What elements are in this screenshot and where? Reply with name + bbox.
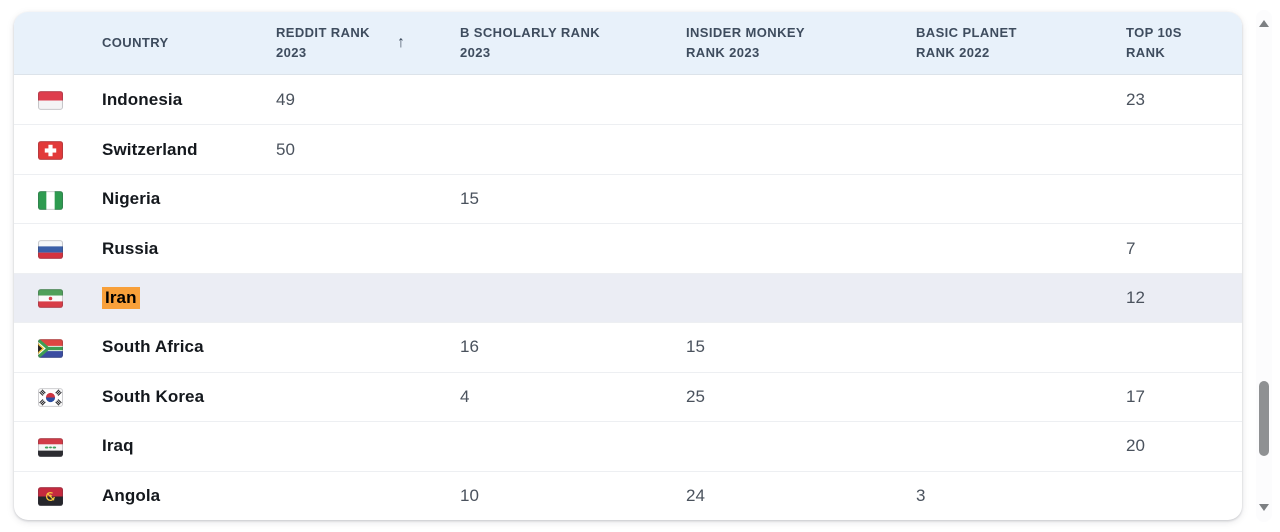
column-header-b_scholarly[interactable]: B SCHOLARLY RANK 2023 [460,23,686,63]
column-header-label: REDDIT RANK 2023 [276,24,370,60]
flag-south-africa-icon [38,337,102,358]
country-name-cell: Iran [102,286,276,309]
scroll-down-button[interactable] [1256,500,1272,514]
vertical-scrollbar[interactable] [1256,10,1272,522]
column-header-label: COUNTRY [102,34,169,50]
country-name: South Africa [102,337,204,357]
table-row-indonesia[interactable]: Indonesia 49 23 [14,75,1242,124]
country-name: Russia [102,238,159,258]
cell-insider_monkey: 25 [686,386,705,406]
country-name-cell: South Korea [102,387,276,407]
table-row-nigeria[interactable]: Nigeria 15 [14,173,1242,223]
flag-russia-icon [38,238,102,259]
cell-b_scholarly: 15 [460,189,479,209]
country-name: Iraq [102,436,134,456]
cell-insider_monkey: 15 [686,337,705,357]
country-name-cell: Switzerland [102,140,276,160]
sort-ascending-icon: ↑ [397,33,406,51]
flag-switzerland-icon [38,139,102,161]
cell-reddit: 49 [276,89,295,109]
cell-b_scholarly: 4 [460,386,470,406]
flag-south-korea-icon [38,386,102,408]
column-header-label: TOP 10S RANK [1126,24,1182,60]
table-row-russia[interactable]: Russia 7 [14,223,1242,272]
flag-iran-icon [38,287,102,309]
column-header-basic_planet[interactable]: BASIC PLANET RANK 2022 [916,23,1126,63]
cell-b_scholarly: 16 [460,337,479,357]
flag-angola-icon [38,485,102,507]
table-row-iran[interactable]: Iran 12 [14,272,1242,323]
table-header-row: COUNTRY REDDIT RANK 2023 ↑ B SCHOLARLY RANK… [14,12,1242,75]
flag-nigeria-icon [38,189,102,210]
country-name: Nigeria [102,189,161,209]
table-row-south-korea[interactable]: South Korea 4 25 17 [14,371,1242,421]
cell-top_10s: 7 [1126,238,1136,258]
country-name-cell: Nigeria [102,189,276,209]
cell-top_10s: 17 [1126,386,1145,406]
country-name: South Korea [102,386,205,406]
country-name-cell: Iraq [102,436,276,456]
cell-top_10s: 23 [1126,89,1145,109]
cell-basic_planet: 3 [916,485,926,505]
scrollbar-thumb[interactable] [1259,381,1269,456]
column-header-country[interactable]: COUNTRY [102,33,276,53]
cell-b_scholarly: 10 [460,485,479,505]
table-row-iraq[interactable]: Iraq 20 [14,421,1242,470]
column-header-label: BASIC PLANET RANK 2022 [916,24,1017,60]
column-header-top_10s[interactable]: TOP 10S RANK [1126,23,1242,63]
country-name-cell: South Africa [102,337,276,357]
scroll-up-button[interactable] [1256,16,1272,30]
country-name-highlighted: Iran [102,286,140,309]
cell-top_10s: 20 [1126,436,1145,456]
country-name: Indonesia [102,89,183,109]
country-rankings-table: COUNTRY REDDIT RANK 2023 ↑ B SCHOLARLY RANK… [14,12,1242,520]
table-row-angola[interactable]: Angola 10 24 3 [14,470,1242,520]
scroll-up-icon [1259,19,1269,27]
table-row-south-africa[interactable]: South Africa 16 15 [14,322,1242,371]
cell-top_10s: 12 [1126,287,1145,307]
country-name-cell: Russia [102,239,276,259]
country-name: Angola [102,485,161,505]
cell-reddit: 50 [276,139,295,159]
country-name-cell: Angola [102,486,276,506]
column-header-reddit[interactable]: REDDIT RANK 2023 ↑ [276,23,460,63]
country-name: Switzerland [102,139,198,159]
column-header-label: B SCHOLARLY RANK 2023 [460,24,601,60]
column-header-label: INSIDER MONKEY RANK 2023 [686,24,805,60]
country-name-cell: Indonesia [102,90,276,110]
flag-iraq-icon [38,436,102,457]
cell-insider_monkey: 24 [686,485,705,505]
table-row-switzerland[interactable]: Switzerland 50 [14,124,1242,173]
column-header-insider_monkey[interactable]: INSIDER MONKEY RANK 2023 [686,23,916,63]
flag-indonesia-icon [38,89,102,111]
table-body: Indonesia 49 23 Switzerland 50 Nigeria 15 Russi… [14,75,1242,520]
scroll-down-icon [1259,503,1269,511]
